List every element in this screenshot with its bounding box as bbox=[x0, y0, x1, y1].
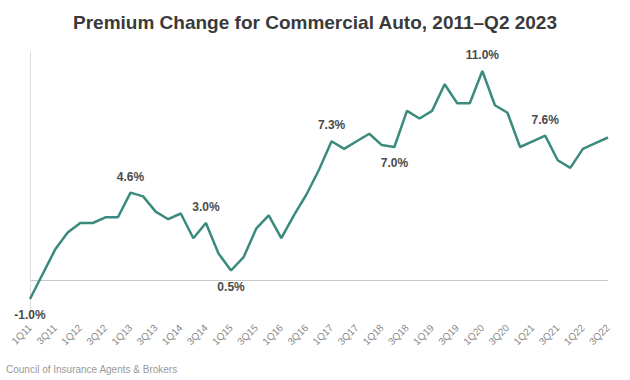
svg-text:11.0%: 11.0% bbox=[466, 48, 500, 62]
svg-text:7.3%: 7.3% bbox=[318, 118, 346, 132]
svg-text:-1.0%: -1.0% bbox=[14, 308, 46, 322]
svg-text:3Q18: 3Q18 bbox=[386, 322, 411, 347]
svg-text:1Q17: 1Q17 bbox=[310, 322, 335, 347]
svg-text:4.6%: 4.6% bbox=[117, 170, 145, 184]
svg-text:7.0%: 7.0% bbox=[381, 156, 409, 170]
svg-text:1Q15: 1Q15 bbox=[210, 322, 235, 347]
svg-text:1Q22: 1Q22 bbox=[562, 322, 587, 347]
svg-text:3Q19: 3Q19 bbox=[436, 322, 461, 347]
svg-text:Premium Change for Commercial: Premium Change for Commercial Auto, 2011… bbox=[73, 12, 557, 33]
svg-text:3Q16: 3Q16 bbox=[285, 322, 310, 347]
svg-text:1Q18: 1Q18 bbox=[361, 322, 386, 347]
svg-text:1Q21: 1Q21 bbox=[511, 322, 536, 347]
svg-text:3Q12: 3Q12 bbox=[84, 322, 109, 347]
svg-text:3Q17: 3Q17 bbox=[336, 322, 361, 347]
svg-text:1Q19: 1Q19 bbox=[411, 322, 436, 347]
svg-text:3Q11: 3Q11 bbox=[34, 322, 59, 347]
svg-text:3Q20: 3Q20 bbox=[486, 322, 511, 347]
svg-text:1Q16: 1Q16 bbox=[260, 322, 285, 347]
svg-text:0.5%: 0.5% bbox=[217, 280, 245, 294]
svg-text:Council of Insurance Agents &: Council of Insurance Agents & Brokers bbox=[6, 364, 177, 375]
svg-text:7.6%: 7.6% bbox=[531, 113, 559, 127]
svg-text:3Q14: 3Q14 bbox=[185, 322, 210, 347]
svg-text:1Q13: 1Q13 bbox=[109, 322, 134, 347]
svg-text:1Q14: 1Q14 bbox=[160, 322, 185, 347]
svg-text:3Q21: 3Q21 bbox=[537, 322, 562, 347]
svg-text:1Q20: 1Q20 bbox=[461, 322, 486, 347]
svg-text:3Q13: 3Q13 bbox=[134, 322, 159, 347]
svg-text:1Q12: 1Q12 bbox=[59, 322, 84, 347]
svg-text:3.0%: 3.0% bbox=[192, 200, 220, 214]
svg-text:3Q22: 3Q22 bbox=[587, 322, 612, 347]
svg-text:1Q11: 1Q11 bbox=[9, 322, 34, 347]
svg-text:3Q15: 3Q15 bbox=[235, 322, 260, 347]
